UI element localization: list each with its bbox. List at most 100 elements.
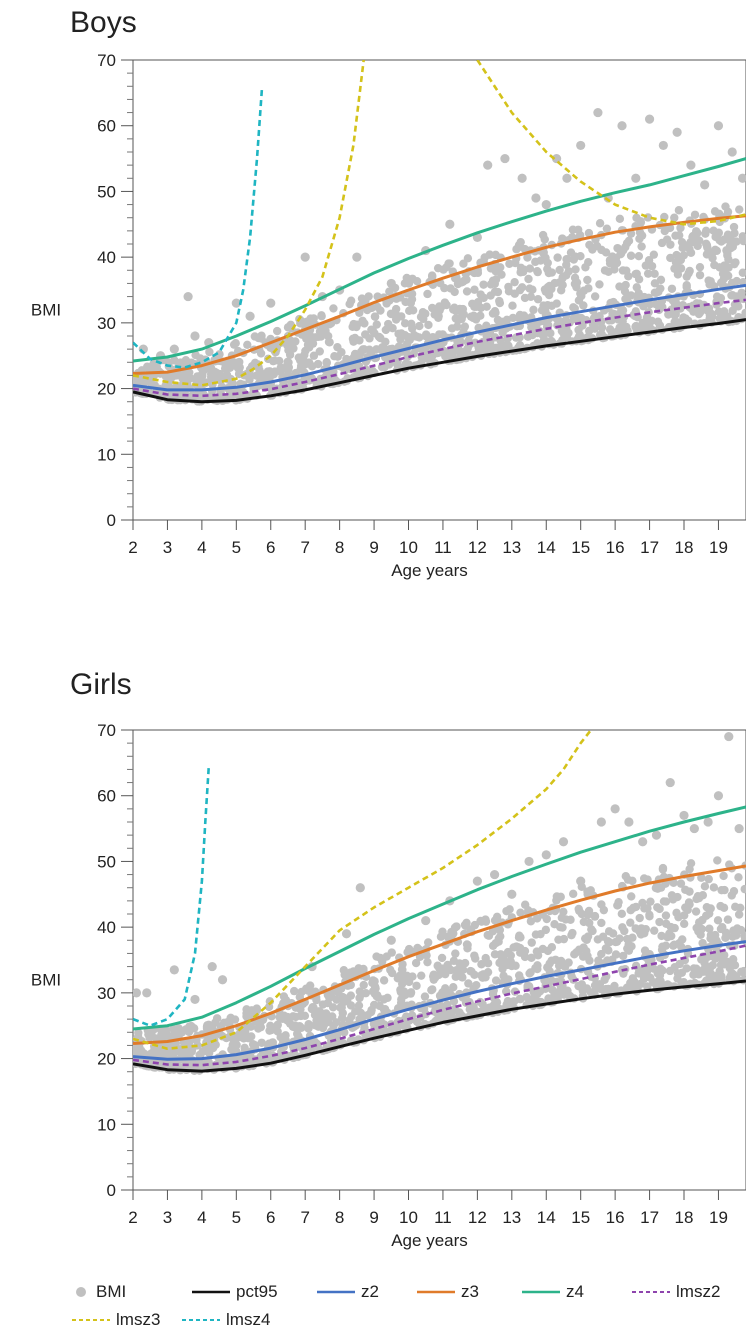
bmi-point xyxy=(372,320,381,329)
bmi-point xyxy=(706,311,715,321)
legend-swatch xyxy=(522,1290,560,1294)
bmi-point xyxy=(256,1022,266,1032)
bmi-point xyxy=(693,228,702,238)
bmi-point xyxy=(633,291,642,301)
bmi-point xyxy=(584,284,593,293)
bmi-point xyxy=(360,319,369,328)
bmi-point xyxy=(656,978,665,987)
bmi-point xyxy=(507,961,516,971)
bmi-point xyxy=(243,340,252,349)
bmi-point xyxy=(698,915,707,925)
bmi-point xyxy=(666,922,676,932)
bmi-point xyxy=(300,252,310,262)
legend-label: z2 xyxy=(361,1282,379,1301)
bmi-point xyxy=(572,282,581,292)
bmi-point xyxy=(401,297,410,307)
bmi-point xyxy=(690,210,700,219)
bmi-point xyxy=(692,964,701,973)
bmi-point xyxy=(333,342,342,352)
bmi-point xyxy=(673,974,682,983)
bmi-point xyxy=(297,987,306,997)
series-line-z4 xyxy=(133,805,746,1031)
bmi-point xyxy=(635,234,644,243)
bmi-point xyxy=(602,224,612,233)
bmi-point xyxy=(558,837,569,847)
bmi-point xyxy=(682,281,691,290)
bmi-point xyxy=(267,1025,276,1035)
bmi-point xyxy=(731,902,740,912)
bmi-point xyxy=(581,949,591,958)
bmi-point xyxy=(655,904,664,914)
bmi-point xyxy=(557,959,567,968)
bmi-point xyxy=(675,959,684,969)
bmi-point xyxy=(655,971,665,980)
bmi-point xyxy=(374,332,384,342)
bmi-point xyxy=(581,263,590,272)
bmi-point xyxy=(512,245,521,254)
bmi-point xyxy=(329,304,338,313)
bmi-point xyxy=(605,259,615,268)
x-tick-label: 10 xyxy=(399,1208,418,1227)
x-tick-label: 18 xyxy=(675,1208,694,1227)
bmi-point xyxy=(590,292,600,301)
bmi-point xyxy=(695,262,705,272)
bmi-point xyxy=(685,887,694,896)
bmi-point xyxy=(491,250,500,260)
bmi-point xyxy=(610,804,620,814)
x-tick-label: 16 xyxy=(606,538,625,557)
bmi-point xyxy=(666,253,675,263)
bmi-point xyxy=(349,353,358,362)
bmi-point xyxy=(620,287,630,296)
bmi-point xyxy=(566,248,576,257)
bmi-point xyxy=(314,332,323,341)
y-tick-label: 30 xyxy=(97,314,116,333)
bmi-point xyxy=(470,920,480,930)
y-tick-label: 10 xyxy=(97,1115,116,1134)
x-tick-label: 7 xyxy=(300,1208,309,1227)
bmi-point xyxy=(358,1011,368,1021)
bmi-point xyxy=(257,1038,266,1047)
bmi-point xyxy=(365,334,374,343)
bmi-point xyxy=(649,250,659,259)
bmi-point xyxy=(700,180,710,190)
bmi-point xyxy=(612,937,622,947)
series-line-pct95 xyxy=(133,979,746,1073)
bmi-point xyxy=(737,173,746,183)
bmi-point xyxy=(508,301,517,310)
bmi-point xyxy=(429,343,438,353)
bmi-point xyxy=(491,976,501,985)
x-tick-label: 12 xyxy=(468,1208,487,1227)
bmi-point xyxy=(276,363,286,372)
bmi-point xyxy=(285,350,295,359)
bmi-point xyxy=(706,969,715,978)
bmi-point xyxy=(567,972,576,981)
bmi-point xyxy=(526,292,536,302)
bmi-point xyxy=(496,263,505,272)
bmi-point xyxy=(263,367,273,376)
bmi-point xyxy=(381,325,391,335)
bmi-point xyxy=(320,1013,329,1022)
bmi-point xyxy=(718,922,727,932)
bmi-point xyxy=(680,315,690,325)
bmi-point xyxy=(620,926,629,936)
bmi-point xyxy=(520,946,530,956)
bmi-point xyxy=(191,375,201,384)
bmi-point xyxy=(647,261,657,271)
bmi-point xyxy=(502,315,512,325)
bmi-point xyxy=(700,882,710,891)
bmi-point xyxy=(730,300,740,309)
bmi-point xyxy=(682,241,691,250)
bmi-point xyxy=(283,357,292,367)
bmi-point xyxy=(273,1021,282,1030)
bmi-point xyxy=(596,817,606,827)
bmi-point xyxy=(715,235,724,245)
bmi-point xyxy=(531,930,541,939)
legend-label: BMI xyxy=(96,1282,127,1301)
bmi-point xyxy=(702,902,712,912)
bmi-point xyxy=(708,961,718,970)
bmi-point xyxy=(346,991,356,1000)
bmi-point xyxy=(271,348,280,357)
bmi-point xyxy=(626,251,636,260)
bmi-point xyxy=(470,285,479,294)
bmi-point xyxy=(370,312,380,321)
